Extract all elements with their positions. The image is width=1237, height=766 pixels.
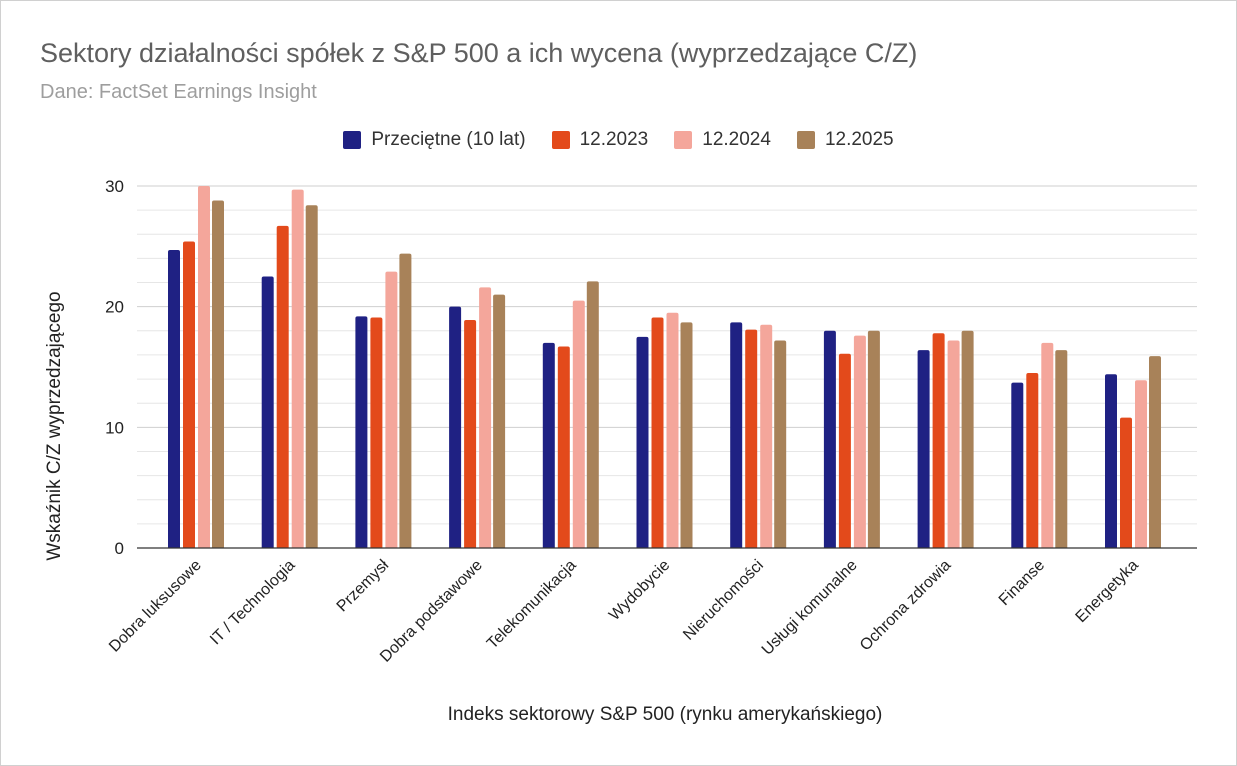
y-tick-label: 20 [105, 298, 124, 317]
x-tick-label: Finanse [996, 557, 1048, 609]
bar [853, 335, 866, 548]
bar [867, 330, 880, 548]
bar [774, 340, 787, 548]
y-axis-label: Wskaźnik C/Z wyprzedzającego [44, 291, 65, 561]
bar [636, 336, 649, 548]
bar [479, 287, 492, 548]
chart-subtitle: Dane: FactSet Earnings Insight [40, 81, 317, 103]
x-axis-label: Indeks sektorowy S&P 500 (rynku amerykań… [447, 704, 883, 725]
bar [464, 319, 477, 548]
bar [760, 324, 773, 548]
bar [370, 317, 383, 548]
bar [680, 322, 693, 548]
bar [449, 306, 462, 548]
bar [1149, 356, 1161, 548]
legend-item: 12.2024 [674, 129, 771, 151]
bar [291, 189, 304, 548]
bar [730, 322, 743, 548]
bar [1041, 342, 1054, 548]
y-tick-label: 30 [105, 177, 124, 196]
legend-item: 12.2025 [796, 129, 894, 151]
bar [1055, 350, 1068, 548]
legend-label: 12.2023 [579, 129, 649, 150]
x-tick-label: Energetyka [1073, 557, 1142, 626]
bar [183, 241, 195, 549]
bar [572, 300, 585, 548]
x-tick-label: Przemysł [334, 556, 393, 615]
x-tick-label: Telekomunikacja [484, 557, 580, 653]
bar [745, 329, 758, 548]
bar [917, 350, 930, 548]
bar [961, 330, 974, 548]
bar [1026, 373, 1039, 548]
bar [586, 281, 599, 548]
x-tick-label: Wydobycie [606, 557, 673, 624]
bar [947, 340, 960, 548]
bar [168, 249, 180, 548]
bar [557, 346, 570, 548]
bar [355, 316, 368, 548]
y-tick-label: 10 [105, 418, 124, 437]
legend: Przeciętne (10 lat) 12.2023 12.2024 12.2025 [0, 129, 1237, 151]
bar [1011, 382, 1024, 548]
chart-title: Sektory działalności spółek z S&P 500 a … [40, 38, 918, 68]
bar [1105, 374, 1117, 548]
bar [261, 276, 274, 548]
legend-swatch [796, 131, 815, 149]
bar [1135, 380, 1147, 548]
bar [198, 186, 210, 548]
legend-item: Przeciętne (10 lat) [343, 129, 526, 151]
x-tick-label: IT / Technologia [207, 557, 299, 649]
x-tick-label: Ochrona zdrowia [857, 557, 955, 655]
x-tick-label: Dobra luksusowe [106, 557, 205, 656]
y-tick-label: 0 [115, 539, 124, 558]
bar [1120, 417, 1132, 548]
legend-swatch [343, 131, 362, 149]
legend-item: 12.2023 [551, 129, 649, 151]
bar [666, 312, 679, 548]
bar [651, 317, 664, 548]
bar [493, 294, 506, 548]
bar [212, 200, 224, 549]
bar [838, 353, 851, 548]
bar [542, 342, 555, 548]
bar [385, 271, 398, 548]
legend-label: Przeciętne (10 lat) [371, 129, 526, 150]
bar [932, 333, 945, 548]
legend-label: 12.2024 [702, 129, 771, 150]
x-tick-label: Usługi komunalne [759, 557, 861, 659]
bar [276, 225, 289, 548]
bar [823, 330, 836, 548]
legend-swatch [551, 131, 570, 149]
bar [399, 253, 412, 548]
bar [305, 205, 318, 548]
x-tick-label: Dobra podstawowe [377, 557, 486, 666]
x-tick-label: Nieruchomości [680, 557, 767, 644]
legend-swatch [674, 131, 693, 149]
legend-label: 12.2025 [824, 129, 894, 150]
